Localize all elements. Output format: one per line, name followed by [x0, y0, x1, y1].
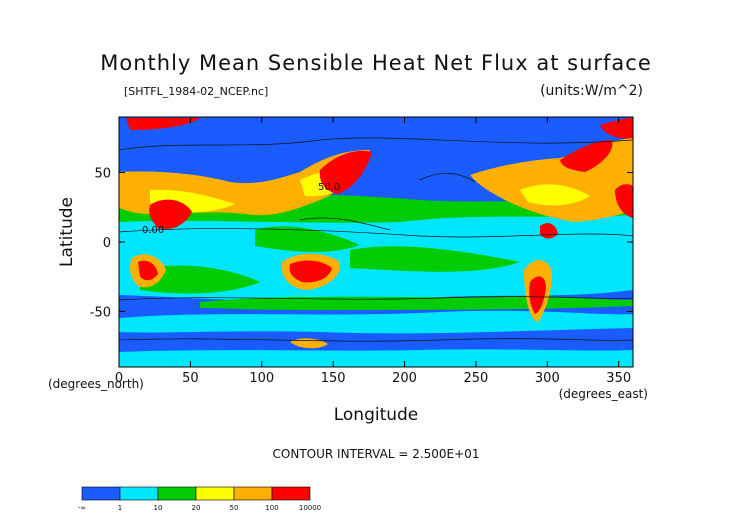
y-tick-label: 50: [94, 167, 111, 182]
y-unit-label: (degrees_north): [48, 377, 144, 391]
legend-tick-label: 100: [265, 504, 278, 512]
legend-swatch: [195, 486, 235, 501]
legend-tick-label: 10: [154, 504, 163, 512]
units-label: (units:W/m^2): [540, 83, 643, 99]
chart-title: Monthly Mean Sensible Heat Net Flux at s…: [100, 51, 652, 75]
contour-label-fifty: 50.0: [318, 182, 340, 193]
legend-tick-label: -∞: [78, 504, 86, 512]
y-axis-title: Latitude: [57, 197, 77, 267]
y-tick-label: -50: [90, 305, 111, 320]
legend-tick-label: 50: [230, 504, 239, 512]
color-legend: -∞ 1 10 20 50 100 10000: [78, 486, 321, 512]
legend-tick-label: 1: [118, 504, 122, 512]
x-tick-label: 350: [606, 371, 631, 386]
legend-tick-label: 10000: [299, 504, 321, 512]
legend-swatch: [271, 486, 311, 501]
y-tick-label: 0: [103, 236, 111, 251]
heat-flux-map: 0.00 50.0: [119, 117, 633, 367]
legend-swatch: [119, 486, 159, 501]
x-axis-title: Longitude: [334, 405, 419, 425]
file-label: [SHTFL_1984-02_NCEP.nc]: [124, 85, 268, 98]
x-axis: 0 50 100 150 200 250 300 350: [115, 117, 631, 386]
x-tick-label: 300: [535, 371, 560, 386]
x-tick-label: 250: [464, 371, 489, 386]
x-tick-label: 0: [115, 371, 123, 386]
contour-label-zero: 0.00: [142, 225, 164, 236]
x-tick-label: 150: [321, 371, 346, 386]
legend-swatch: [157, 486, 197, 501]
contour-interval: CONTOUR INTERVAL = 2.500E+01: [273, 447, 480, 461]
x-tick-label: 200: [392, 371, 417, 386]
x-tick-label: 50: [182, 371, 199, 386]
x-unit-label: (degrees_east): [559, 387, 648, 401]
x-tick-label: 100: [249, 371, 274, 386]
y-axis: 50 0 -50: [90, 167, 633, 320]
legend-tick-label: 20: [192, 504, 201, 512]
legend-swatch: [81, 486, 121, 501]
legend-swatch: [233, 486, 273, 501]
